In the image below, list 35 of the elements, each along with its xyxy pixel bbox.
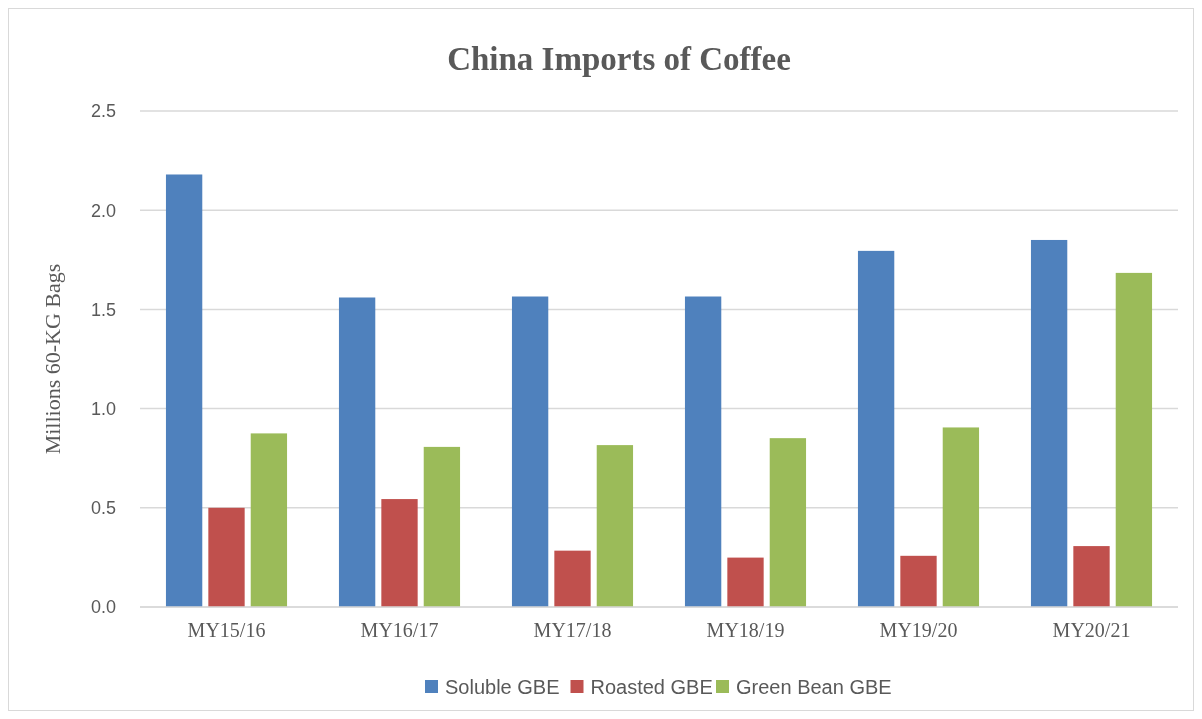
y-tick-label: 2.0: [90, 200, 116, 221]
x-tick-label: MY19/20: [879, 619, 958, 641]
x-tick-label: MY20/21: [1052, 619, 1131, 641]
bar: [511, 296, 549, 607]
bar: [423, 446, 461, 607]
bar: [1030, 239, 1068, 607]
y-tick-label: 1.5: [90, 299, 116, 320]
bar: [250, 433, 288, 607]
bar: [596, 445, 634, 607]
y-tick-label: 1.0: [90, 398, 116, 419]
x-tick-label: MY15/16: [187, 619, 266, 641]
bar: [165, 174, 203, 607]
y-tick-label: 2.5: [90, 101, 116, 122]
legend-label: Roasted GBE: [590, 676, 713, 698]
bar: [727, 557, 764, 607]
x-tick-label: MY16/17: [360, 619, 439, 641]
bar: [554, 550, 591, 607]
bar: [684, 296, 722, 607]
bar: [900, 555, 937, 607]
x-tick-label: MY17/18: [533, 619, 612, 641]
bar: [208, 507, 245, 607]
bar: [942, 427, 980, 607]
chart-title: China Imports of Coffee: [447, 41, 791, 77]
bar: [1073, 546, 1110, 607]
x-tick-label: MY18/19: [706, 619, 785, 641]
legend-label: Green Bean GBE: [736, 676, 892, 698]
y-tick-label: 0.0: [90, 597, 116, 618]
bar: [857, 250, 895, 607]
legend-label: Soluble GBE: [445, 676, 560, 698]
bar: [769, 438, 807, 607]
bar: [381, 499, 418, 607]
y-axis-title: Millions 60-KG Bags: [40, 263, 65, 455]
y-tick-label: 0.5: [90, 498, 116, 519]
bar: [338, 297, 376, 607]
bar: [1115, 272, 1153, 607]
